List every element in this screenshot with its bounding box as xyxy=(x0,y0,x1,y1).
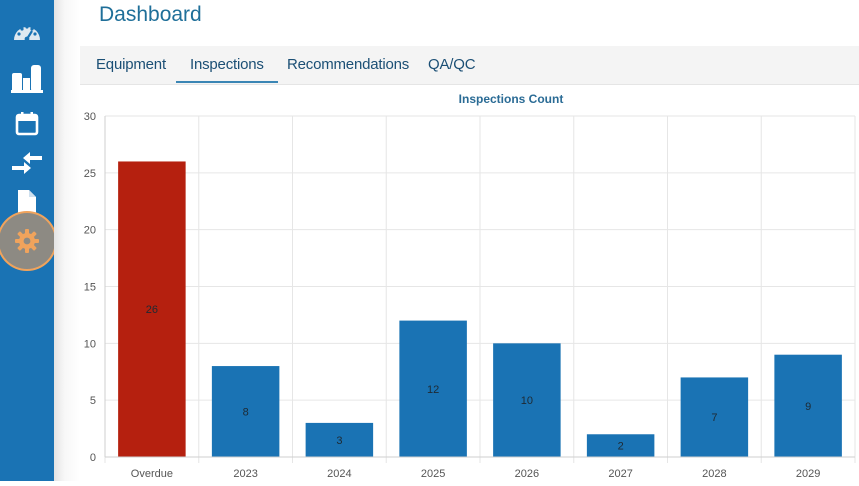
speedometer-icon xyxy=(14,25,40,42)
x-tick-label: 2028 xyxy=(702,468,726,480)
bar-value-label: 9 xyxy=(805,401,811,413)
inspections-count-chart: Inspections Count05101520253026Overdue82… xyxy=(84,92,856,480)
y-tick-label: 0 xyxy=(90,452,96,464)
tab-inspections[interactable]: Inspections xyxy=(176,46,278,83)
transfer-arrows-icon xyxy=(12,152,42,174)
bar-value-label: 7 xyxy=(711,412,717,424)
y-tick-label: 30 xyxy=(84,111,96,123)
bar-value-label: 26 xyxy=(146,304,158,316)
y-tick-label: 10 xyxy=(84,338,96,350)
document-icon xyxy=(18,190,36,213)
bar xyxy=(774,354,842,457)
tab-recommendations[interactable]: Recommendations xyxy=(287,56,410,73)
tab-equipment[interactable]: Equipment xyxy=(96,56,166,73)
tab-qa-qc[interactable]: QA/QC xyxy=(428,56,476,73)
x-tick-label: 2026 xyxy=(515,468,539,480)
x-tick-label: 2029 xyxy=(796,468,820,480)
y-tick-label: 20 xyxy=(84,225,96,237)
sidebar-item-documents[interactable] xyxy=(7,183,47,217)
sidebar-item-dashboard[interactable] xyxy=(7,15,47,49)
bar xyxy=(493,343,561,457)
calendar-icon xyxy=(15,112,39,136)
x-tick-label: 2025 xyxy=(421,468,445,480)
y-tick-label: 5 xyxy=(90,395,96,407)
sidebar-item-transfer[interactable] xyxy=(7,146,47,180)
bar-value-label: 3 xyxy=(336,435,342,447)
tab-bar: Equipment Inspections Recommendations QA… xyxy=(80,46,859,85)
bar-value-label: 12 xyxy=(427,384,439,396)
bar xyxy=(680,377,749,457)
y-tick-label: 25 xyxy=(84,168,96,180)
bar-value-label: 8 xyxy=(243,407,249,419)
chart-title: Inspections Count xyxy=(459,92,564,106)
x-tick-label: Overdue xyxy=(131,468,173,480)
facility-icon xyxy=(11,65,43,93)
bar xyxy=(211,366,280,457)
x-tick-label: 2027 xyxy=(608,468,632,480)
x-tick-label: 2024 xyxy=(327,468,351,480)
bar-value-label: 2 xyxy=(618,441,624,453)
inspections-chart-panel: Inspections Count 0 5 10 15 20 25 30 26 Overdue 8 2… xyxy=(80,85,859,481)
gear-icon xyxy=(15,229,39,253)
x-tick-label: 2023 xyxy=(233,468,257,480)
bar-value-label: 10 xyxy=(521,395,533,407)
sidebar-item-facilities[interactable] xyxy=(7,60,47,94)
bar xyxy=(305,422,374,457)
sidebar-item-calendar[interactable] xyxy=(7,107,47,141)
sidebar xyxy=(0,0,55,481)
y-tick-label: 15 xyxy=(84,282,96,294)
bar xyxy=(118,161,186,457)
sidebar-shadow xyxy=(54,0,80,481)
bar xyxy=(399,320,467,457)
bar xyxy=(586,434,655,457)
sidebar-item-settings[interactable] xyxy=(0,213,55,269)
page-title: Dashboard xyxy=(99,3,202,26)
